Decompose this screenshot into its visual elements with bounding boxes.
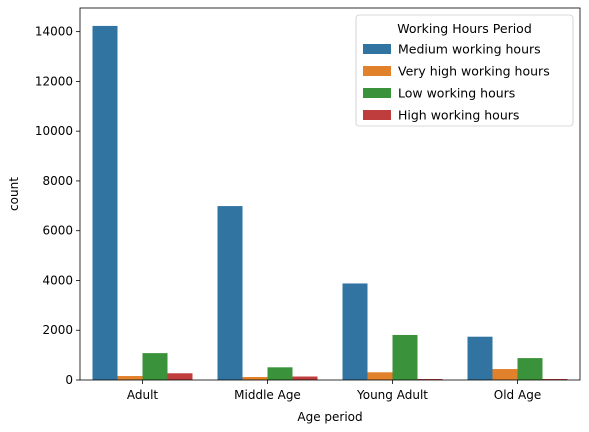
legend-entry-label: High working hours (398, 108, 519, 123)
legend-swatch (363, 88, 391, 98)
y-tick-label: 12000 (35, 74, 73, 88)
x-axis-label: Age period (297, 410, 362, 424)
x-tick-label: Middle Age (234, 388, 301, 402)
legend-swatch (363, 110, 391, 120)
legend: Working Hours Period Medium working hour… (355, 14, 574, 127)
bar-old-age-very-high-working-hours (492, 369, 518, 380)
x-tick-label: Old Age (494, 388, 541, 402)
y-axis: 0 2000 4000 6000 8000 10000 12000 14000 (35, 25, 80, 387)
y-tick-label: 4000 (42, 273, 73, 287)
legend-swatch (363, 44, 391, 54)
x-tick-label: Young Adult (356, 388, 428, 402)
bar-middle-age-very-high-working-hours (242, 377, 268, 380)
bar-adult-low-working-hours (142, 353, 168, 380)
bar-adult-medium-working-hours (92, 25, 118, 381)
bar-middle-age-high-working-hours (292, 376, 318, 380)
bar-young-adult-high-working-hours (417, 379, 443, 380)
bar-middle-age-low-working-hours (267, 367, 293, 380)
bar-adult-high-working-hours (167, 373, 193, 380)
bar-young-adult-medium-working-hours (342, 283, 368, 380)
bar-young-adult-very-high-working-hours (367, 372, 393, 380)
legend-items: Medium working hours Very high working ho… (363, 42, 550, 123)
y-tick-label: 6000 (42, 224, 73, 238)
y-tick-label: 8000 (42, 174, 73, 188)
plot-frame (79, 7, 581, 381)
bars-group (92, 25, 568, 381)
bar-old-age-low-working-hours (517, 358, 543, 380)
y-axis-label: count (7, 177, 21, 211)
bar-middle-age-medium-working-hours (217, 206, 243, 380)
legend-entry-label: Very high working hours (398, 64, 550, 79)
legend-title: Working Hours Period (397, 21, 532, 36)
x-tick-label: Adult (127, 388, 159, 402)
bar-old-age-medium-working-hours (467, 336, 493, 380)
x-axis: Adult Middle Age Young Adult Old Age (127, 380, 541, 402)
legend-entry-label: Low working hours (398, 86, 515, 101)
legend-swatch (363, 66, 391, 76)
bar-young-adult-low-working-hours (392, 334, 418, 380)
y-tick-label: 14000 (35, 25, 73, 39)
legend-entry-label: Medium working hours (398, 42, 541, 57)
y-tick-label: 10000 (35, 124, 73, 138)
y-tick-label: 0 (65, 373, 73, 387)
bar-adult-very-high-working-hours (117, 376, 143, 380)
legend-box (355, 14, 574, 127)
y-tick-label: 2000 (42, 323, 73, 337)
bar-old-age-high-working-hours (542, 379, 568, 380)
